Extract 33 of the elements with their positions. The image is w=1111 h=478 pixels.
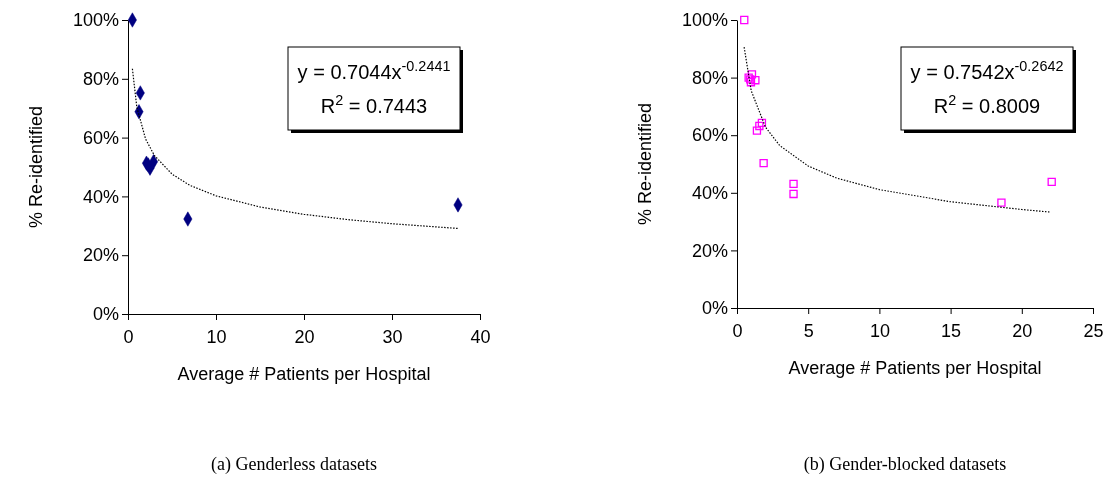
annotation: y = 0.7044x$^{-0.2441}$	[297, 58, 451, 83]
x-tick-label: 20	[294, 326, 315, 347]
x-tick-label: 10	[206, 326, 227, 347]
x-tick-label: 5	[803, 320, 814, 341]
y-tick-label: 40%	[691, 183, 728, 204]
y-tick-label: 20%	[82, 245, 119, 266]
annotation: R$^{2}$ = 0.8009	[933, 92, 1041, 117]
annotation: y = 0.7542x$^{-0.2642}$	[910, 58, 1064, 83]
x-tick-label: 20	[1012, 320, 1033, 341]
x-axis-title: Average # Patients per Hospital	[177, 364, 431, 384]
y-tick-label: 60%	[82, 127, 119, 148]
x-tick-label: 30	[382, 326, 403, 347]
y-tick-label: 100%	[681, 10, 728, 31]
x-tick-label: 25	[1083, 320, 1104, 341]
annotation: R$^{2}$ = 0.7443	[320, 92, 428, 117]
y-tick-label: 40%	[82, 186, 119, 207]
y-axis-title: % Re-identified	[26, 105, 46, 229]
y-tick-label: 20%	[691, 240, 728, 261]
y-tick-label: 80%	[691, 67, 728, 88]
y-axis-title: % Re-identified	[635, 102, 655, 226]
x-tick-label: 0	[123, 326, 134, 347]
text: (a) Genderless datasets	[211, 454, 377, 475]
y-tick-label: 100%	[72, 10, 119, 31]
y-tick-label: 80%	[82, 69, 119, 90]
y-tick-label: 0%	[701, 298, 728, 319]
x-axis-title: Average # Patients per Hospital	[788, 358, 1042, 378]
x-tick-label: 15	[941, 320, 962, 341]
x-tick-label: 40	[470, 326, 491, 347]
text: (b) Gender-blocked datasets	[803, 454, 1007, 475]
y-tick-label: 0%	[92, 304, 119, 325]
x-tick-label: 0	[732, 320, 743, 341]
y-tick-label: 60%	[691, 125, 728, 146]
x-tick-label: 10	[869, 320, 890, 341]
